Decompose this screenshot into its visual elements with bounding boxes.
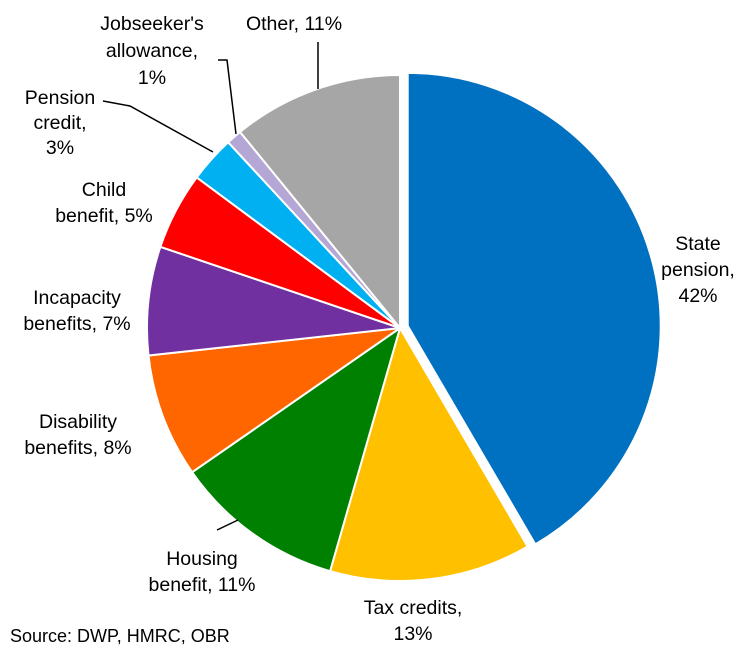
slice-label-line: pension, [661,259,735,281]
slice-label-line: Incapacity [33,287,121,309]
slice-label-disability-benefits: Disability benefits, 8% [24,411,131,459]
leader-line-housing-benefit [216,519,239,531]
pie-slice-incapacity-benefits [146,245,401,357]
slice-label-line: benefit, 11% [149,574,256,596]
slice-label-line: Disability [39,411,117,433]
leader-line-jobseeker-s-allowance [218,59,237,135]
pie-slice-tax-credits [328,325,530,582]
slice-label-line: Housing [166,548,238,570]
labels-layer: State pension, 42% Tax credits, 13% Housing be… [23,13,735,645]
slice-label-line: 3% [46,137,74,159]
slice-label-pension-credit: Pension credit, 3% [25,87,95,159]
slice-label-line: State [675,233,721,255]
slice-label-tax-credits: Tax credits, 13% [364,597,463,645]
slice-label-line: credit, [33,112,86,134]
slice-label-line: Tax credits, [364,597,463,619]
slice-label-line: Child [82,179,126,201]
slice-label-state-pension: State pension, 42% [661,233,735,307]
slice-label-line: benefit, 5% [55,205,153,227]
slice-label-line: 1% [138,67,166,89]
slice-label-line: 13% [393,623,432,645]
slice-label-line: Jobseeker's [100,13,204,35]
slice-label-jobseeker-s-allowance: Jobseeker's allowance, 1% [100,13,204,89]
slice-label-line: Other, 11% [246,13,342,35]
pie-slice-other [238,73,401,331]
slice-label-housing-benefit: Housing benefit, 11% [149,548,256,596]
slice-label-child-benefit: Child benefit, 5% [55,179,153,227]
slice-label-other: Other, 11% [246,13,342,35]
slice-label-line: 42% [678,285,717,307]
pie-slice-housing-benefit [190,325,402,573]
slice-label-line: allowance, [106,40,198,62]
slice-label-line: benefits, 7% [23,313,130,335]
slices-layer [146,71,662,582]
source-note: Source: DWP, HMRC, OBR [10,626,230,646]
slice-label-line: benefits, 8% [24,437,131,459]
slice-label-incapacity-benefits: Incapacity benefits, 7% [23,287,130,335]
leader-line-pension-credit [102,100,214,153]
pie-slice-disability-benefits [147,327,401,474]
slice-label-line: Pension [25,87,95,109]
leader-lines-layer [102,42,319,531]
pie-slice-state-pension [406,71,662,546]
